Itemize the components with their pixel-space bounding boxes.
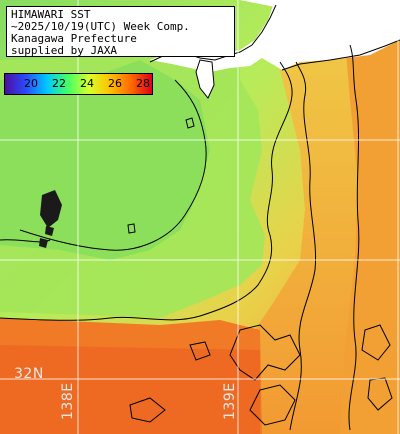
warm-east-core	[330, 0, 400, 434]
color-scale-bar: 20 22 24 26 28	[4, 73, 153, 95]
grid-label-lon-138e: 138E	[60, 382, 76, 420]
grid-label-lon-139e: 139E	[222, 382, 238, 420]
island-niijima	[39, 238, 48, 248]
island-toshima	[45, 226, 54, 236]
map-title-line-1: HIMAWARI SST	[11, 8, 91, 21]
grid-label-lat: 32N	[14, 366, 44, 382]
map-title-box: HIMAWARI SST ~2025/10/19(UTC) Week Comp.…	[6, 6, 235, 57]
contour-cluster-south	[129, 324, 393, 426]
isotherm-24	[19, 79, 207, 251]
land-izu	[195, 59, 215, 99]
color-scale-tick: 22	[52, 77, 66, 90]
isotherm-27	[348, 44, 360, 431]
island-small-2	[127, 223, 136, 234]
color-scale-tick: 26	[108, 77, 122, 90]
land-honshu	[150, 0, 400, 72]
island-small-1	[185, 117, 195, 129]
isotherm-25	[289, 61, 317, 431]
isotherm-26	[0, 61, 293, 321]
map-title-line-3: Kanagawa Prefecture	[11, 32, 137, 45]
color-scale-tick: 28	[136, 77, 150, 90]
warm-south-core	[0, 345, 260, 434]
map-title-line-2: ~2025/10/19(UTC) Week Comp.	[11, 20, 190, 33]
color-scale-tick: 20	[24, 77, 38, 90]
color-scale-tick: 24	[80, 77, 94, 90]
island-izu-oshima	[40, 190, 62, 228]
map-title-line-4: supplied by JAXA	[11, 44, 117, 57]
land-top-left	[240, 0, 400, 8]
